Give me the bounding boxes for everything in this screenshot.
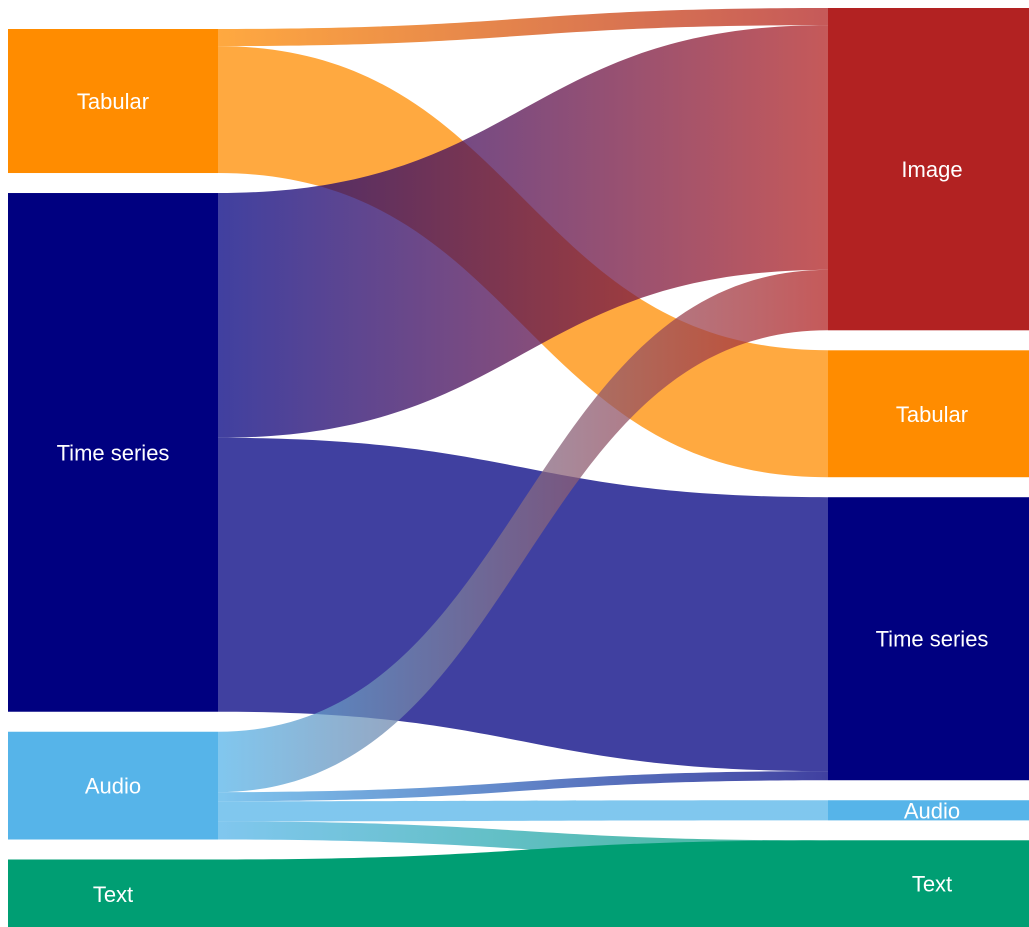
left-node-label-audio: Audio <box>85 774 141 799</box>
link-time-series-to-image <box>218 25 828 438</box>
nodes-layer <box>8 8 1029 927</box>
right-node-time-series <box>828 497 1029 781</box>
right-node-image <box>828 8 1029 331</box>
right-node-label-text: Text <box>912 872 952 897</box>
link-audio-to-audio <box>218 800 828 822</box>
right-node-label-tabular: Tabular <box>896 402 968 427</box>
labels-layer: Tabular Time series Audio Text Image Tabular T… <box>57 89 989 907</box>
link-text-to-text <box>8 840 1029 927</box>
left-node-time-series <box>8 193 218 712</box>
right-node-text <box>828 840 1029 927</box>
left-node-label-time-series: Time series <box>57 440 170 465</box>
left-node-label-tabular: Tabular <box>77 89 149 114</box>
right-node-label-audio: Audio <box>904 798 960 823</box>
links-layer <box>8 8 1029 927</box>
link-tabular-to-image <box>218 8 828 47</box>
left-node-label-text: Text <box>93 882 133 907</box>
right-node-audio <box>828 800 1029 821</box>
left-node-text <box>8 859 218 927</box>
right-node-tabular <box>828 350 1029 478</box>
left-node-audio <box>8 731 218 840</box>
left-node-tabular <box>8 29 218 174</box>
link-audio-to-time-series <box>218 771 828 802</box>
link-audio-to-image <box>218 269 828 793</box>
right-node-label-time-series: Time series <box>876 627 989 652</box>
right-node-label-image: Image <box>901 157 962 182</box>
